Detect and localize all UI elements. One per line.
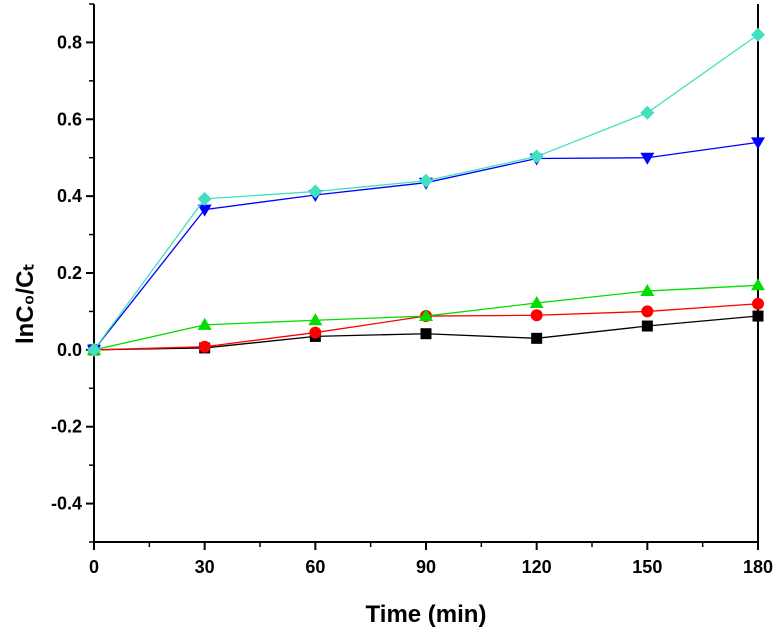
y-tick-label: 0.0 [57,340,82,360]
series-1-point [752,310,764,322]
y-tick-label: 0.4 [57,186,82,206]
series-5-point [529,149,544,164]
x-tick-label: 0 [89,557,99,577]
x-tick-label: 150 [632,557,662,577]
y-tick-label: 0.6 [57,109,82,129]
series-3 [87,278,765,355]
series-3-point [197,317,212,330]
series-5-point [751,27,765,42]
y-tick-label: 0.8 [57,32,82,52]
series-3-point [751,278,765,291]
series-3-point [419,309,433,322]
series-3-point [529,295,544,308]
series-1-point [531,332,543,344]
ticks: 0 30 60 90 120 150 180 -0.4 -0.2 0.0 0.2 0.4 0.6 0.8 [51,3,773,577]
plot-area [87,27,765,357]
series-1-point [641,320,653,332]
x-tick-label: 30 [195,557,215,577]
series-2-point [530,309,543,322]
series-2-point [309,326,322,339]
series-3-point [308,313,323,326]
series-5-point [419,173,433,188]
series-4 [87,137,765,357]
series-4-point [197,204,212,217]
y-axis-title: lnC₀/Cₜ [12,263,39,344]
y-tick-label: -0.4 [51,494,82,514]
x-axis-title: Time (min) [366,601,487,628]
series-2-point [198,340,211,353]
x-tick-label: 180 [743,557,773,577]
series-5-point [308,184,323,199]
series-2-point [752,297,764,310]
x-tick-label: 120 [522,557,552,577]
series-4-point [640,152,655,165]
y-tick-label: -0.2 [51,417,82,437]
series-3-point [640,284,655,297]
series-2 [88,297,764,356]
series-5-point [197,191,212,206]
x-tick-label: 90 [416,557,436,577]
y-tick-label: 0.2 [57,263,82,283]
axes [93,4,759,543]
series-2-point [641,305,654,318]
series-1-point [420,328,432,340]
series-5-line [93,34,759,351]
series-4-point [751,137,765,150]
series-5-point [640,105,655,120]
series-5 [87,27,765,357]
x-tick-label: 60 [305,557,325,577]
series-5-point [87,342,101,357]
